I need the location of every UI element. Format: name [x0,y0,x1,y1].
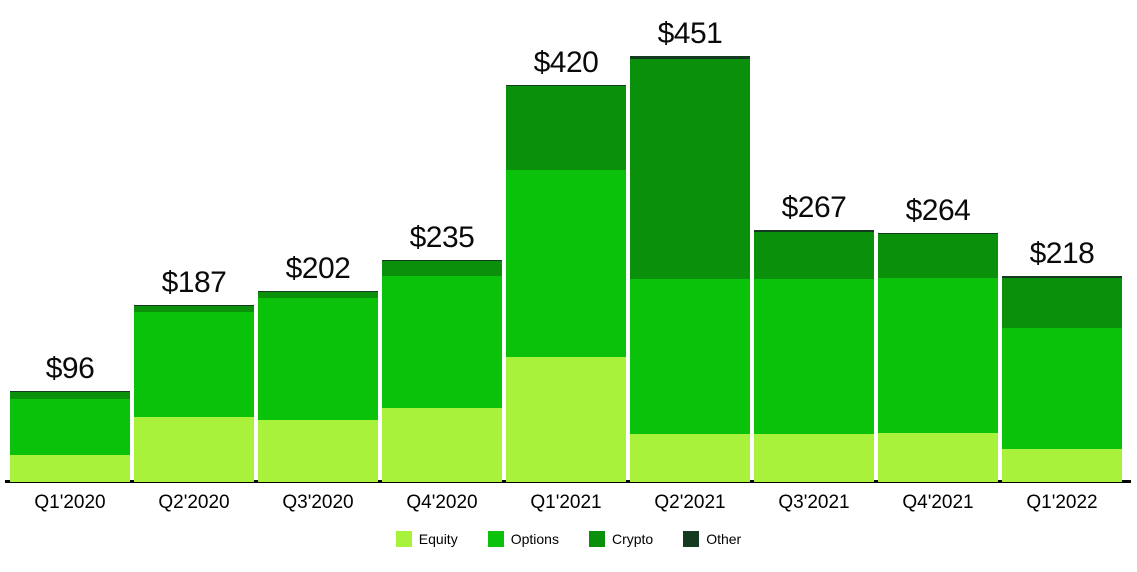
legend-swatch-equity [395,531,412,547]
bar-segment-other [878,232,998,235]
bar-segment-crypto [382,260,502,276]
bar-segment-options [258,297,378,420]
bar-segment-other [134,305,254,307]
bar-total-label: $218 [1029,237,1095,270]
bar-segment-other [382,259,502,261]
bar-segment-options [382,276,502,409]
legend-swatch-crypto [588,531,605,547]
bar-segment-equity [134,416,254,482]
bar-q22021 [630,55,750,482]
bar-q12022 [1002,276,1122,482]
bar-segment-equity [1002,448,1122,482]
bar-segment-equity [506,357,626,482]
legend-label: Options [510,531,559,547]
legend-swatch-options [487,531,504,547]
bar-segment-options [1002,327,1122,449]
x-axis-label: Q3'2020 [282,492,354,513]
bar-segment-other [630,55,750,59]
bar-total-label: $202 [285,252,351,286]
bar-segment-crypto [878,234,998,278]
bar-segment-options [878,277,998,433]
legend-label: Crypto [611,531,654,547]
bar-segment-crypto [134,306,254,312]
bar-segment-equity [878,432,998,482]
bar-q32021 [754,229,874,482]
x-axis-label: Q2'2021 [654,492,726,513]
x-axis-label: Q2'2020 [158,492,230,513]
bar-segment-crypto [10,392,130,399]
bar-segment-other [10,391,130,393]
x-axis-label: Q1'2020 [34,492,106,513]
legend-item-options: Options [487,531,559,547]
bar-total-label: $267 [781,190,847,224]
bar-segment-crypto [630,58,750,279]
bar-q12021 [506,85,626,482]
legend: Equity Options Crypto Other [0,531,1137,547]
bar-segment-other [258,291,378,293]
bar-segment-crypto [506,86,626,171]
bar-segment-options [754,278,874,434]
bar-q22020 [134,305,254,482]
bar-q32020 [258,291,378,482]
bar-q12020 [10,391,130,482]
bar-segment-crypto [1002,277,1122,328]
bar-segment-equity [10,454,130,482]
x-axis-label: Q4'2020 [406,492,478,513]
bar-segment-equity [754,433,874,482]
x-axis-label: Q1'2022 [1026,492,1098,513]
bar-total-label: $451 [657,16,723,50]
x-axis-label: Q4'2021 [902,492,974,513]
bar-total-label: $264 [905,193,971,227]
bar-segment-options [506,170,626,358]
bar-total-label: $420 [533,46,599,80]
legend-item-crypto: Crypto [588,531,654,547]
bar-segment-equity [258,419,378,482]
bar-q42021 [878,232,998,482]
legend-swatch-other [683,531,700,547]
bar-total-label: $235 [409,220,475,254]
x-axis-label: Q1'2021 [530,492,602,513]
bar-segment-equity [382,408,502,482]
x-axis-label: Q3'2021 [778,492,850,513]
bar-segment-options [134,311,254,417]
legend-label: Equity [418,531,458,547]
bar-segment-other [1002,276,1122,278]
bar-segment-crypto [258,292,378,298]
bar-segment-options [630,278,750,434]
bar-total-label: $187 [161,266,227,300]
legend-label: Other [706,531,742,547]
bar-segment-other [754,229,874,232]
bar-segment-other [506,85,626,87]
bar-segment-options [10,398,130,455]
bar-segment-equity [630,433,750,482]
bar-total-label: $96 [45,352,95,386]
legend-item-equity: Equity [395,531,458,547]
legend-item-other: Other [683,531,741,547]
bar-q42020 [382,259,502,482]
bar-segment-crypto [754,231,874,279]
